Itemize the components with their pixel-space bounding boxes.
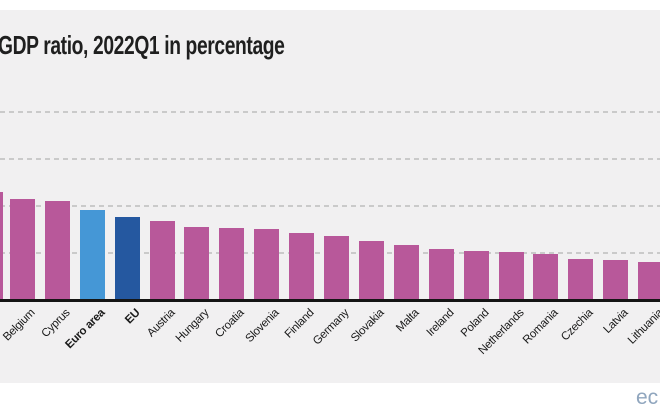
chart-plot-area: GDP ratio, 2022Q1 in percentage Belgium C…: [0, 10, 660, 383]
bar-malta: [394, 245, 419, 300]
gridline-200: [0, 111, 660, 113]
bar-eu: [115, 217, 140, 300]
bar-croatia: [219, 228, 244, 300]
bar-romania: [533, 254, 558, 300]
eurostat-link-text: ec: [636, 386, 659, 409]
chart-title: GDP ratio, 2022Q1 in percentage: [0, 30, 285, 60]
bar-ireland: [429, 249, 454, 300]
bar-slovenia: [254, 229, 279, 300]
bar-euro-area: [80, 210, 105, 300]
bar-netherlands: [499, 252, 524, 300]
bar-hungary: [184, 227, 209, 300]
bar-lithuania: [638, 262, 660, 300]
bar-cyprus: [45, 201, 70, 300]
bar-slovakia: [359, 241, 384, 300]
bar-belgium: [10, 199, 35, 300]
bar-czechia: [568, 259, 593, 300]
x-axis-line: [0, 299, 660, 302]
bar-austria: [150, 221, 175, 300]
bar-finland: [289, 233, 314, 300]
gridline-100: [0, 205, 660, 207]
bar-partial-left: [0, 192, 3, 300]
bar-germany: [324, 236, 349, 300]
bar-latvia: [603, 260, 628, 300]
gridline-150: [0, 158, 660, 160]
bar-poland: [464, 251, 489, 300]
